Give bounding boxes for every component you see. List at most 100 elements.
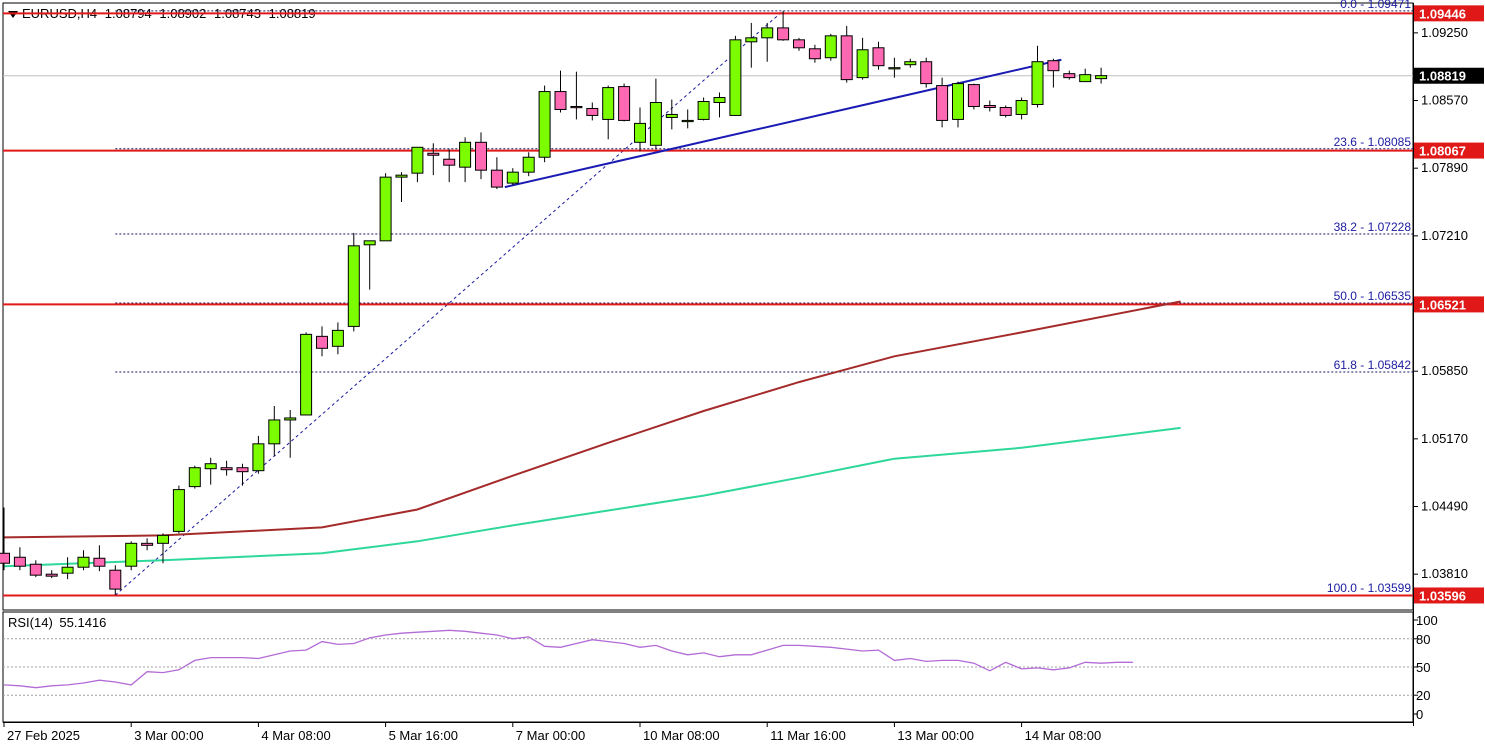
time-tick-label: 14 Mar 08:00 [1025, 728, 1102, 743]
time-tick-label: 10 Mar 08:00 [643, 728, 720, 743]
candle-body [920, 61, 933, 85]
candle-body [888, 67, 901, 70]
time-tick-label: 3 Mar 00:00 [134, 728, 203, 743]
price-label-text: 1.03596 [1419, 588, 1466, 603]
candle-body [475, 141, 487, 171]
candle-body [29, 563, 42, 576]
candle-body [188, 467, 201, 488]
candle-body [490, 169, 503, 188]
price-tick-label: 1.08570 [1421, 93, 1468, 108]
candle-body [157, 534, 169, 544]
candle-body [649, 102, 662, 146]
candle-body [681, 119, 694, 123]
candle-body [522, 156, 535, 173]
candle-body [999, 106, 1012, 116]
candle-body [93, 557, 106, 567]
candle-body [331, 329, 344, 347]
rsi-tick-label: 20 [1416, 688, 1430, 703]
candle-body [634, 122, 646, 143]
moving-average-fast [3, 426, 1181, 568]
price-tick-label: 1.04490 [1421, 499, 1468, 514]
candle-body [1015, 100, 1028, 115]
price-tick-label: 1.07890 [1421, 160, 1468, 175]
candle-body [904, 61, 917, 66]
fibonacci-level-label: 38.2 - 1.07228 [1334, 220, 1412, 234]
price-tick-label: 1.05170 [1421, 431, 1468, 446]
candle-body [506, 171, 519, 184]
current-price-box [1414, 67, 1484, 84]
candle-body [618, 86, 631, 121]
price-tick-label: 1.03810 [1421, 566, 1468, 581]
candle-body [459, 141, 472, 168]
price-label-box [1414, 5, 1484, 22]
candle-body [936, 85, 949, 121]
candle-body [840, 35, 853, 81]
rsi-header: RSI(14) 55.1416 [8, 615, 109, 630]
price-label-box [1414, 142, 1484, 159]
rsi-line [3, 629, 1133, 689]
candle-body [872, 47, 885, 67]
candle-body [363, 240, 376, 246]
rsi-tick-label: 50 [1416, 660, 1430, 675]
candle-body [856, 49, 869, 79]
candle-body [13, 556, 26, 567]
time-tick-label: 5 Mar 16:00 [389, 728, 458, 743]
candle-body [983, 104, 996, 108]
candle-body [554, 91, 567, 110]
candle-body [1031, 61, 1044, 105]
rsi-tick-label: 80 [1416, 632, 1430, 647]
candle-body [586, 107, 599, 116]
candle-body [777, 27, 790, 41]
candle-body [538, 91, 551, 158]
candle-body [602, 87, 615, 120]
time-tick-label: 13 Mar 00:00 [897, 728, 974, 743]
fibonacci-level-label: 0.0 - 1.09471 [1340, 0, 1411, 11]
candle-body [236, 467, 249, 473]
candle-body [316, 335, 328, 349]
price-label-text: 1.09446 [1419, 6, 1466, 21]
candle-body [1063, 73, 1076, 79]
candle-body [967, 84, 980, 107]
candles-group [0, 10, 1108, 596]
candle-body [220, 467, 233, 471]
candle-body [77, 556, 90, 568]
candle-body [570, 105, 583, 109]
candle-body [793, 39, 805, 49]
candle-body [141, 542, 154, 546]
candle-body [1079, 74, 1092, 83]
candle-body [109, 569, 122, 590]
candle-body [745, 37, 758, 43]
candle-body [172, 489, 185, 532]
candle-body [697, 101, 710, 120]
candle-body [824, 35, 837, 59]
fibonacci-level-label: 23.6 - 1.08085 [1334, 135, 1412, 149]
candle-body [713, 97, 726, 104]
dropdown-triangle-icon[interactable] [8, 11, 18, 19]
candle-body [395, 174, 408, 178]
candle-body [347, 245, 360, 327]
price-label-text: 1.08067 [1419, 144, 1466, 159]
candle-body [443, 158, 456, 166]
current-price-text: 1.08819 [1419, 69, 1466, 84]
rsi-value: 55.1416 [59, 615, 107, 630]
candle-body [125, 542, 138, 567]
time-tick-label: 11 Mar 16:00 [770, 728, 846, 743]
candle-body [204, 463, 217, 470]
time-tick-label: 27 Feb 2025 [7, 728, 80, 743]
candle-body [45, 573, 58, 577]
price-tick-label: 1.07210 [1421, 228, 1468, 243]
candle-body [379, 176, 392, 242]
fibonacci-level-label: 50.0 - 1.06535 [1334, 289, 1412, 303]
candle-body [427, 152, 440, 156]
main-plot-frame [2, 2, 1414, 611]
price-label-text: 1.06521 [1419, 297, 1466, 312]
rsi-tick-label: 100 [1416, 613, 1438, 628]
candle-body [952, 83, 964, 120]
trendline [504, 58, 1062, 189]
fibonacci-level-label: 61.8 - 1.05842 [1334, 358, 1412, 372]
fibonacci-level-label: 100.0 - 1.03599 [1327, 581, 1411, 595]
candle-body [1047, 60, 1060, 72]
time-tick-label: 7 Mar 00:00 [516, 728, 585, 743]
time-tick-label: 4 Mar 08:00 [261, 728, 330, 743]
